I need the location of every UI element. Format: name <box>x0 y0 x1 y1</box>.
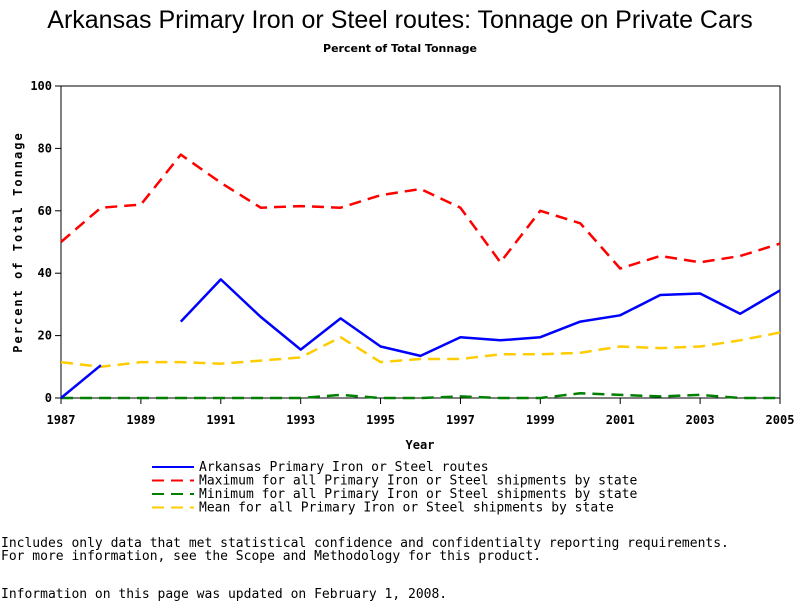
chart-subtitle: Percent of Total Tonnage <box>323 42 477 55</box>
x-tick-label: 1993 <box>286 413 315 427</box>
y-tick-label: 0 <box>45 391 52 405</box>
x-tick-label: 2003 <box>686 413 715 427</box>
line-chart: 0 20 40 60 80 100 1987 1989 1991 1993 1995 1997 199… <box>11 79 795 516</box>
footnote-updated: Information on this page was updated on … <box>1 587 448 602</box>
legend-label-2: Minimum for all Primary Iron or Steel sh… <box>199 487 637 502</box>
x-tick-label: 1987 <box>47 413 76 427</box>
x-tick-label: 1997 <box>446 413 475 427</box>
series-lines <box>60 153 781 400</box>
y-tick-label: 60 <box>38 204 52 218</box>
legend: Arkansas Primary Iron or Steel routesMax… <box>152 460 637 516</box>
series-line-0 <box>179 278 781 358</box>
x-tick-label: 1999 <box>526 413 555 427</box>
legend-label-1: Maximum for all Primary Iron or Steel sh… <box>199 474 637 489</box>
y-tick-label: 20 <box>38 329 52 343</box>
y-axis-label: Percent of Total Tonnage <box>11 131 25 352</box>
y-tick-label: 80 <box>38 141 52 155</box>
x-tick-label: 1989 <box>126 413 155 427</box>
footnote-confidence: Includes only data that met statistical … <box>1 536 729 551</box>
series-line-0 <box>60 364 102 399</box>
legend-label-0: Arkansas Primary Iron or Steel routes <box>199 460 489 475</box>
x-tick-label: 1995 <box>366 413 395 427</box>
series-line-3 <box>60 331 781 369</box>
series-line-1 <box>60 153 781 270</box>
series-line-2 <box>61 392 780 400</box>
plot-frame <box>60 85 781 399</box>
y-tick-label: 40 <box>38 266 52 280</box>
x-tick-label: 1991 <box>206 413 235 427</box>
footnote-methodology: For more information, see the Scope and … <box>1 549 542 564</box>
x-axis-label: Year <box>406 438 435 452</box>
legend-label-3: Mean for all Primary Iron or Steel shipm… <box>199 501 614 516</box>
y-tick-label: 100 <box>30 79 52 93</box>
y-axis: 0 20 40 60 80 100 <box>30 79 61 405</box>
x-axis: 1987 1989 1991 1993 1995 1997 1999 2001 2003 2005 <box>47 398 795 427</box>
x-tick-label: 2001 <box>606 413 635 427</box>
x-tick-label: 2005 <box>766 413 795 427</box>
chart-title: Arkansas Primary Iron or Steel routes: T… <box>47 6 753 34</box>
